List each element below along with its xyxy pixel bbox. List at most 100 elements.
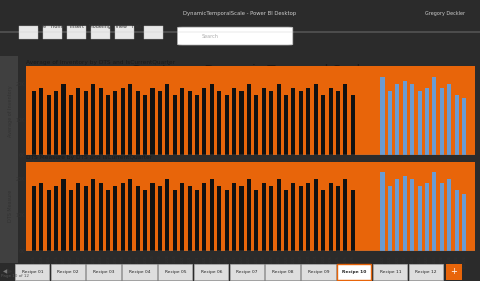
Text: Q3 2022: Q3 2022 xyxy=(396,256,399,268)
Text: Q1 2023: Q1 2023 xyxy=(410,256,414,268)
Bar xyxy=(54,91,58,155)
Text: Q3 2023: Q3 2023 xyxy=(254,161,258,172)
Text: Recipe 10: Recipe 10 xyxy=(342,270,367,274)
Bar xyxy=(143,190,147,251)
Bar xyxy=(447,179,451,251)
Bar xyxy=(262,183,266,251)
Text: Page 10 of 12: Page 10 of 12 xyxy=(1,274,29,278)
Text: Recipe 12: Recipe 12 xyxy=(415,270,437,274)
Bar xyxy=(254,95,258,155)
Text: Q4 2023: Q4 2023 xyxy=(432,161,436,172)
Bar xyxy=(247,84,251,155)
Bar xyxy=(51,264,85,280)
Text: Search: Search xyxy=(202,34,218,39)
Bar xyxy=(388,91,392,155)
Text: File   Home   Insert   Modeling   View   Help: File Home Insert Modeling View Help xyxy=(38,24,143,29)
Text: Average of Inventory by DTS and IsCurrentQuarter: Average of Inventory by DTS and IsCurren… xyxy=(26,60,175,65)
Bar xyxy=(247,179,251,251)
Text: Q1 2017: Q1 2017 xyxy=(61,256,65,268)
Text: Q4 2023: Q4 2023 xyxy=(262,161,266,172)
Bar xyxy=(158,187,162,251)
Text: Q4 2026: Q4 2026 xyxy=(351,256,355,268)
Bar xyxy=(128,84,132,155)
Text: Q3 2018: Q3 2018 xyxy=(106,161,110,172)
Bar xyxy=(381,172,384,251)
Text: Q1 2024: Q1 2024 xyxy=(440,161,444,172)
Text: Q3 2022: Q3 2022 xyxy=(225,161,228,172)
Bar xyxy=(106,190,110,251)
Bar xyxy=(306,88,311,155)
Text: +: + xyxy=(451,268,457,277)
Bar xyxy=(121,88,125,155)
Text: Q1 2019: Q1 2019 xyxy=(121,161,125,172)
Bar xyxy=(232,88,236,155)
Text: Q2 2024: Q2 2024 xyxy=(447,256,451,268)
Text: Q1 2022: Q1 2022 xyxy=(381,256,384,268)
Bar xyxy=(432,172,436,251)
Text: Recipe 01: Recipe 01 xyxy=(22,270,43,274)
Bar xyxy=(403,81,407,155)
Text: ▶: ▶ xyxy=(9,269,12,275)
Bar xyxy=(321,190,325,251)
Bar xyxy=(408,264,443,280)
Text: Q3 2021: Q3 2021 xyxy=(195,256,199,268)
Bar xyxy=(462,98,466,155)
Text: Q3 2025: Q3 2025 xyxy=(314,256,318,268)
Text: Q1 2020: Q1 2020 xyxy=(151,161,155,172)
Text: Q2 2016: Q2 2016 xyxy=(39,161,43,172)
Bar xyxy=(381,77,384,155)
Text: Q4 2021: Q4 2021 xyxy=(203,256,206,268)
Text: Recipe 08: Recipe 08 xyxy=(272,270,294,274)
Bar xyxy=(269,187,273,251)
Bar xyxy=(203,88,206,155)
Text: Q2 2024: Q2 2024 xyxy=(276,256,281,268)
Text: Q4 2018: Q4 2018 xyxy=(113,256,118,268)
Text: Q3 2026: Q3 2026 xyxy=(343,161,348,172)
Bar xyxy=(76,183,80,251)
Bar xyxy=(410,179,414,251)
Bar xyxy=(43,26,62,39)
Text: Q4 2024: Q4 2024 xyxy=(462,256,466,268)
Bar xyxy=(217,187,221,251)
Text: Q1 2026: Q1 2026 xyxy=(328,161,333,172)
Text: Q1 2025: Q1 2025 xyxy=(299,256,303,268)
Bar xyxy=(240,187,243,251)
Bar xyxy=(39,88,43,155)
Bar xyxy=(69,190,73,251)
Text: Q4 2022: Q4 2022 xyxy=(232,161,236,172)
Y-axis label: Average of Inventory: Average of Inventory xyxy=(8,85,13,137)
Bar xyxy=(86,264,121,280)
Text: Q1 2018: Q1 2018 xyxy=(91,256,95,268)
Bar xyxy=(180,183,184,251)
Bar xyxy=(446,264,462,280)
Text: Q4 2017: Q4 2017 xyxy=(84,256,88,268)
Bar xyxy=(432,77,436,155)
Y-axis label: DTS Measure: DTS Measure xyxy=(8,190,13,222)
Bar xyxy=(299,91,303,155)
Bar xyxy=(54,187,58,251)
Bar xyxy=(343,179,348,251)
Text: Q3 2025: Q3 2025 xyxy=(314,161,318,172)
Bar xyxy=(76,88,80,155)
Text: Q3 2023: Q3 2023 xyxy=(254,256,258,268)
Text: Q2 2025: Q2 2025 xyxy=(306,256,310,268)
Bar xyxy=(395,179,399,251)
Bar xyxy=(210,179,214,251)
Bar xyxy=(313,179,318,251)
Bar xyxy=(47,95,51,155)
Bar xyxy=(462,194,466,251)
Text: Q1 2024: Q1 2024 xyxy=(269,161,273,172)
Bar xyxy=(440,183,444,251)
FancyBboxPatch shape xyxy=(178,27,293,45)
Bar xyxy=(229,264,264,280)
Text: Q2 2021: Q2 2021 xyxy=(188,256,192,268)
Bar xyxy=(91,84,95,155)
Bar xyxy=(173,190,177,251)
Text: Q1 2025: Q1 2025 xyxy=(299,161,303,172)
Bar xyxy=(188,91,192,155)
Text: Q3 2017: Q3 2017 xyxy=(76,256,80,268)
Bar xyxy=(418,187,421,251)
Bar xyxy=(122,264,156,280)
Text: Q4 2025: Q4 2025 xyxy=(321,256,325,268)
Bar xyxy=(299,187,303,251)
